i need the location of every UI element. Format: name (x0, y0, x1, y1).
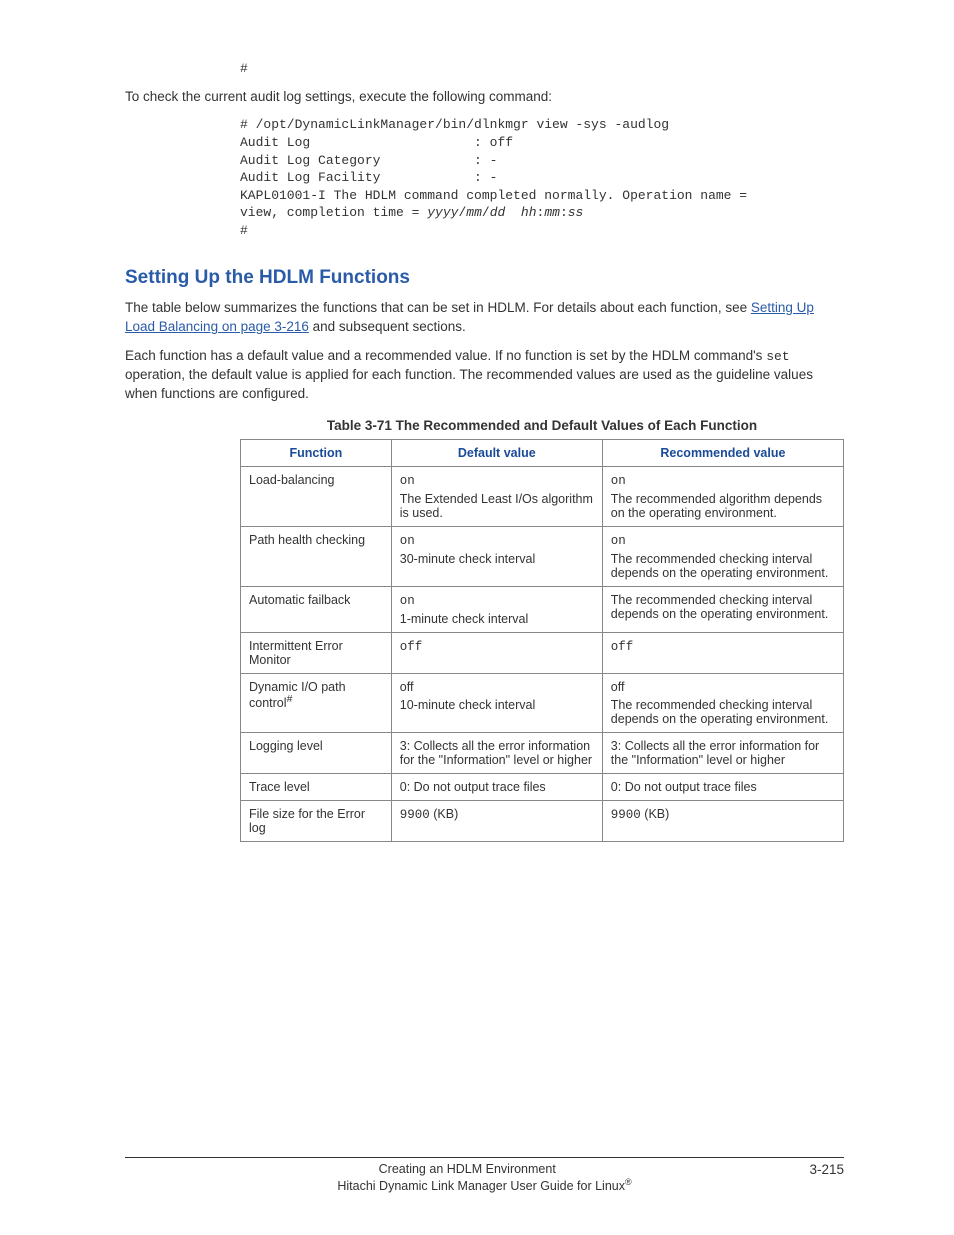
cell-func: Dynamic I/O path control# (241, 674, 392, 733)
section-p1: The table below summarizes the functions… (125, 299, 844, 337)
cell-text: The recommended checking interval depend… (611, 698, 835, 726)
cell-plain: off (400, 680, 414, 694)
p2a: Each function has a default value and a … (125, 348, 766, 363)
cell-code: on (611, 474, 626, 488)
cell-func: Logging level (241, 733, 392, 774)
cell-default: off 10-minute check interval (391, 674, 602, 733)
table-row: Load-balancing on The Extended Least I/O… (241, 467, 844, 527)
cell-func: File size for the Error log (241, 801, 392, 842)
p2-code: set (766, 349, 789, 364)
code-l5b: view, completion time = (240, 205, 427, 220)
code-yyyy: yyyy (427, 205, 458, 220)
code-mm2: mm (544, 205, 560, 220)
table-row: Intermittent Error Monitor off off (241, 633, 844, 674)
intro-hash: # (240, 60, 844, 78)
code-block: # /opt/DynamicLinkManager/bin/dlnkmgr vi… (240, 116, 844, 239)
table-row: Logging level 3: Collects all the error … (241, 733, 844, 774)
cell-text: The recommended checking interval depend… (611, 552, 835, 580)
cell-default: on The Extended Least I/Os algorithm is … (391, 467, 602, 527)
code-ss: ss (568, 205, 584, 220)
cell-func-sup: # (287, 694, 293, 705)
functions-table: Function Default value Recommended value… (240, 439, 844, 842)
cell-suffix: (KB) (641, 807, 669, 821)
code-sp (505, 205, 521, 220)
table-caption: Table 3-71 The Recommended and Default V… (240, 418, 844, 433)
cell-recommended: 0: Do not output trace files (602, 774, 843, 801)
cell-func-text: Dynamic I/O path control (249, 680, 346, 710)
p1a: The table below summarizes the functions… (125, 300, 751, 315)
cell-default: on 30-minute check interval (391, 527, 602, 587)
code-hh: hh (521, 205, 537, 220)
table-row: Trace level 0: Do not output trace files… (241, 774, 844, 801)
cell-func: Path health checking (241, 527, 392, 587)
table-row: Automatic failback on 1-minute check int… (241, 587, 844, 633)
cell-code: on (400, 534, 415, 548)
cell-func: Load-balancing (241, 467, 392, 527)
footer-page-number: 3-215 (809, 1162, 844, 1177)
cell-code: on (611, 534, 626, 548)
p2b: operation, the default value is applied … (125, 367, 813, 401)
section-p2: Each function has a default value and a … (125, 347, 844, 404)
footer-reg: ® (625, 1177, 632, 1187)
th-default: Default value (391, 440, 602, 467)
p1b: and subsequent sections. (309, 319, 466, 334)
code-slash2: / (482, 205, 490, 220)
cell-text: 1-minute check interval (400, 612, 594, 626)
cell-text: The recommended checking interval depend… (611, 593, 835, 621)
cell-recommended: on The recommended algorithm depends on … (602, 467, 843, 527)
cell-func: Automatic failback (241, 587, 392, 633)
table-row: Dynamic I/O path control# off 10-minute … (241, 674, 844, 733)
cell-recommended: off (602, 633, 843, 674)
cell-default: 0: Do not output trace files (391, 774, 602, 801)
th-function: Function (241, 440, 392, 467)
cell-suffix: (KB) (430, 807, 458, 821)
th-recommended: Recommended value (602, 440, 843, 467)
cell-recommended: off The recommended checking interval de… (602, 674, 843, 733)
cell-code: 9900 (400, 808, 430, 822)
cell-code: on (400, 594, 415, 608)
cell-code: on (400, 474, 415, 488)
code-l5a: KAPL01001-I The HDLM command completed n… (240, 188, 755, 203)
cell-code: off (611, 640, 634, 654)
table-row: File size for the Error log 9900 (KB) 99… (241, 801, 844, 842)
code-l3: Audit Log Category : - (240, 153, 497, 168)
page-footer: Creating an HDLM Environment 3-215 Hitac… (0, 1157, 954, 1193)
code-end: # (240, 223, 248, 238)
cell-plain: off (611, 680, 625, 694)
intro-lead: To check the current audit log settings,… (125, 88, 844, 107)
code-l1: # /opt/DynamicLinkManager/bin/dlnkmgr vi… (240, 117, 669, 132)
code-dd: dd (490, 205, 506, 220)
cell-recommended: 9900 (KB) (602, 801, 843, 842)
cell-func: Intermittent Error Monitor (241, 633, 392, 674)
cell-default: off (391, 633, 602, 674)
cell-code: off (400, 640, 423, 654)
table-row: Path health checking on 30-minute check … (241, 527, 844, 587)
cell-default: 9900 (KB) (391, 801, 602, 842)
footer-chapter: Creating an HDLM Environment (125, 1162, 809, 1177)
section-heading: Setting Up the HDLM Functions (125, 267, 844, 289)
cell-text: 30-minute check interval (400, 552, 594, 566)
cell-recommended: The recommended checking interval depend… (602, 587, 843, 633)
code-colon2: : (560, 205, 568, 220)
cell-text: The Extended Least I/Os algorithm is use… (400, 492, 594, 520)
footer-book: Hitachi Dynamic Link Manager User Guide … (337, 1179, 625, 1193)
code-mm1: mm (466, 205, 482, 220)
cell-text: 10-minute check interval (400, 698, 594, 712)
cell-func: Trace level (241, 774, 392, 801)
code-l2: Audit Log : off (240, 135, 513, 150)
cell-recommended: on The recommended checking interval dep… (602, 527, 843, 587)
cell-default: 3: Collects all the error information fo… (391, 733, 602, 774)
code-l4: Audit Log Facility : - (240, 170, 497, 185)
cell-recommended: 3: Collects all the error information fo… (602, 733, 843, 774)
cell-default: on 1-minute check interval (391, 587, 602, 633)
cell-code: 9900 (611, 808, 641, 822)
cell-text: The recommended algorithm depends on the… (611, 492, 835, 520)
